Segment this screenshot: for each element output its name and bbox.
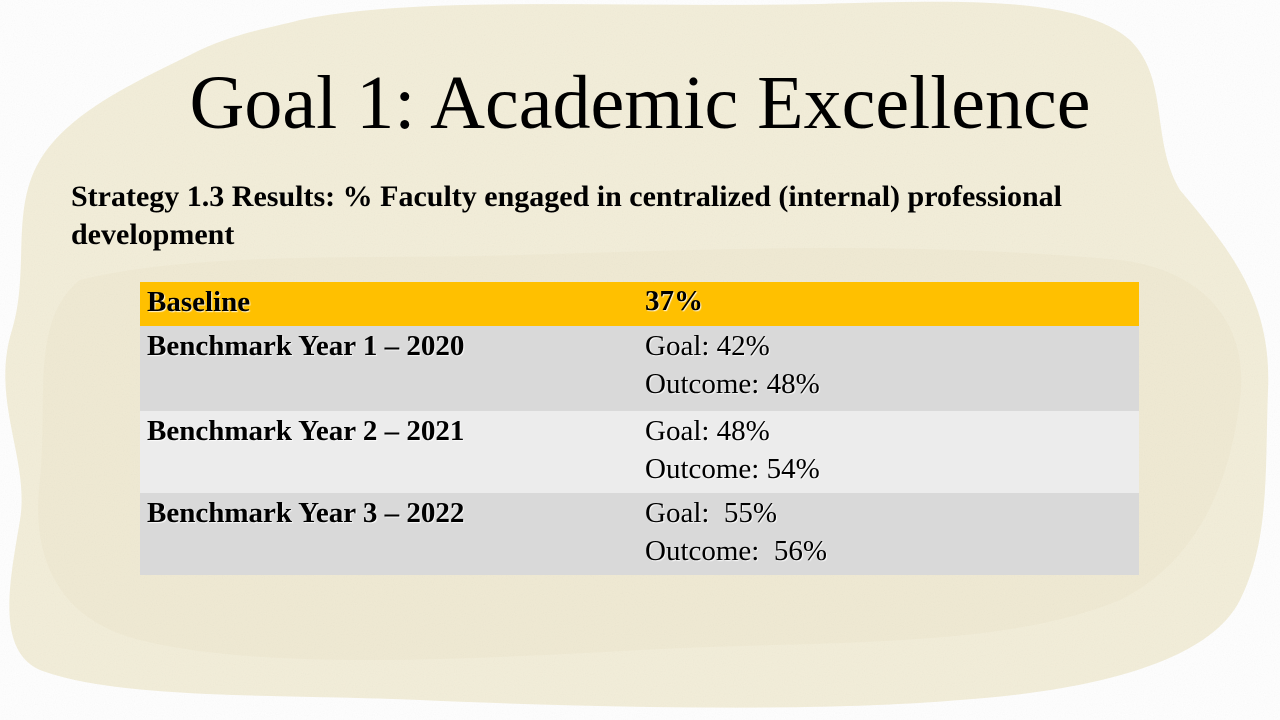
value-line: 37%: [645, 285, 703, 317]
goal-value: Goal: 48%: [645, 415, 770, 447]
goal-value: Goal: 55%: [645, 497, 778, 529]
row-label: Benchmark Year 3 – 2022: [140, 493, 638, 575]
table-row-benchmark-year-1: Benchmark Year 1 – 2020 Goal: 42% Outcom…: [140, 326, 1139, 411]
row-value: Goal: 48% Outcome: 54%: [638, 411, 1139, 493]
row-label: Baseline: [140, 282, 638, 326]
results-table: Baseline 37% Benchmark Year 1 – 2020 Goa…: [140, 282, 1139, 575]
outcome-value: Outcome: 48%: [645, 368, 820, 400]
goal-value: Goal: 42%: [645, 330, 770, 362]
row-value: Goal: 42% Outcome: 48%: [638, 326, 1139, 411]
table-row-benchmark-year-2: Benchmark Year 2 – 2021 Goal: 48% Outcom…: [140, 411, 1139, 493]
row-label: Benchmark Year 1 – 2020: [140, 326, 638, 411]
row-value: 37%: [638, 282, 1139, 326]
table-row-baseline: Baseline 37%: [140, 282, 1139, 326]
slide-subtitle: Strategy 1.3 Results: % Faculty engaged …: [71, 180, 1063, 251]
outcome-value: Outcome: 56%: [645, 535, 828, 567]
table-row-benchmark-year-3: Benchmark Year 3 – 2022 Goal: 55% Outcom…: [140, 493, 1139, 575]
slide-title: Goal 1: Academic Excellence: [189, 61, 1091, 145]
row-value: Goal: 55% Outcome: 56%: [638, 493, 1139, 575]
outcome-value: Outcome: 54%: [645, 453, 820, 485]
row-label: Benchmark Year 2 – 2021: [140, 411, 638, 493]
